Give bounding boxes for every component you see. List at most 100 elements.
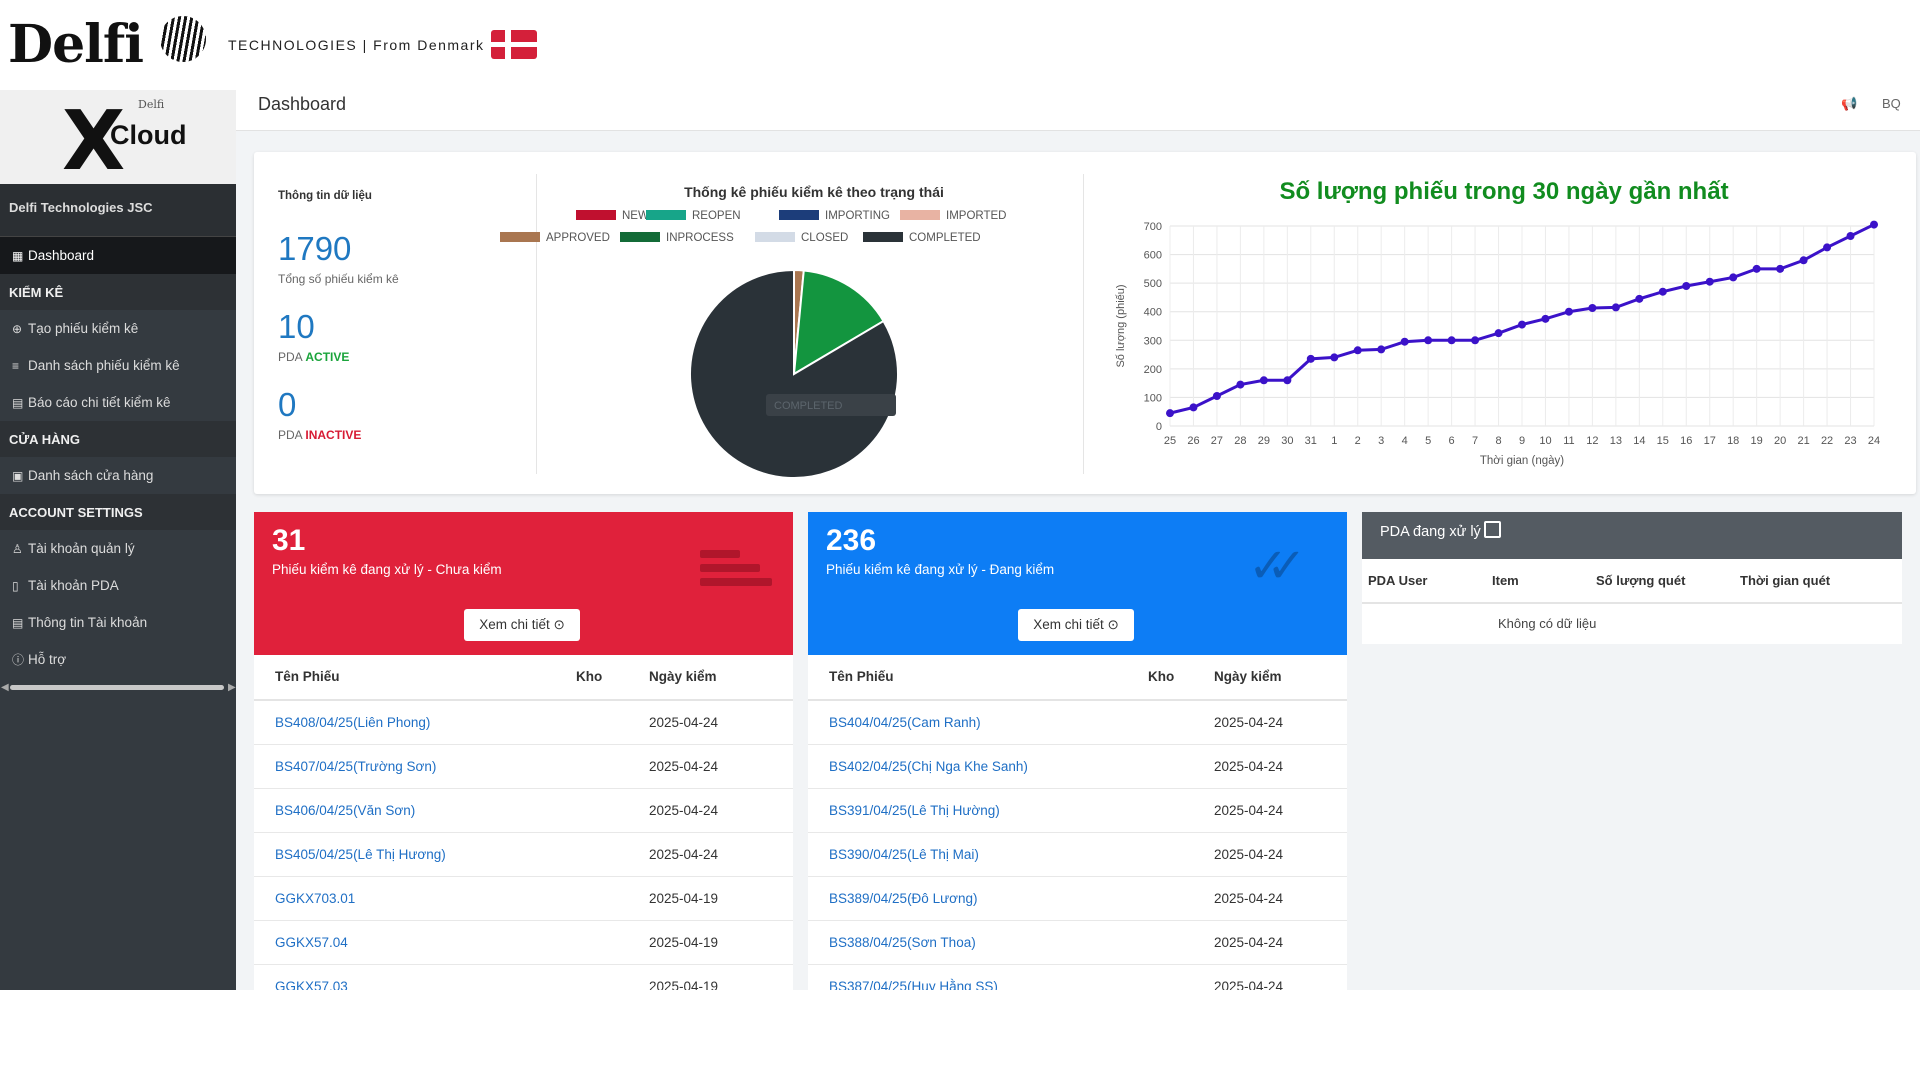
- table-row[interactable]: BS404/04/25(Cam Ranh) 2025-04-24: [808, 701, 1347, 745]
- table-row[interactable]: BS408/04/25(Liên Phong) 2025-04-24: [254, 701, 793, 745]
- ticket-link[interactable]: BS408/04/25(Liên Phong): [275, 715, 431, 730]
- ticket-link[interactable]: BS402/04/25(Chị Nga Khe Sanh): [829, 759, 1028, 774]
- data-point[interactable]: [1212, 392, 1221, 400]
- sidebar-section-header: CỬA HÀNG: [0, 421, 236, 457]
- data-point[interactable]: [1189, 403, 1198, 412]
- table-row[interactable]: BS391/04/25(Lê Thị Hường) 2025-04-24: [808, 789, 1347, 833]
- data-point[interactable]: [1799, 256, 1808, 265]
- data-point[interactable]: [1541, 314, 1550, 323]
- data-point[interactable]: [1400, 337, 1409, 346]
- legend-item[interactable]: APPROVED: [500, 232, 610, 244]
- data-point[interactable]: [1447, 336, 1456, 345]
- table-row[interactable]: BS405/04/25(Lê Thị Hương) 2025-04-24: [254, 833, 793, 877]
- legend-item[interactable]: COMPLETED: [863, 232, 981, 244]
- data-point[interactable]: [1377, 345, 1386, 354]
- data-point[interactable]: [1306, 354, 1315, 363]
- ticket-link[interactable]: BS391/04/25(Lê Thị Hường): [829, 803, 1000, 818]
- col-kho-header[interactable]: Kho: [1148, 669, 1175, 684]
- col-scan-time[interactable]: Thời gian quét: [1740, 573, 1831, 588]
- data-point[interactable]: [1776, 264, 1785, 273]
- data-point[interactable]: [1518, 320, 1526, 329]
- data-point[interactable]: [1166, 409, 1174, 418]
- user-menu[interactable]: BQ: [1882, 96, 1901, 111]
- sidebar-item[interactable]: ▤ Thông tin Tài khoản: [0, 604, 236, 641]
- col-date-header[interactable]: Ngày kiểm: [1214, 669, 1282, 684]
- data-point[interactable]: [1236, 380, 1245, 389]
- sidebar-item[interactable]: ⊕ Tạo phiếu kiểm kê: [0, 310, 236, 347]
- legend-item[interactable]: NEW: [576, 210, 649, 222]
- table-row[interactable]: GGKX703.01 2025-04-19: [254, 877, 793, 921]
- data-point[interactable]: [1846, 232, 1855, 240]
- legend-swatch: [863, 232, 903, 242]
- legend-item[interactable]: IMPORTED: [900, 210, 1007, 222]
- table-row[interactable]: BS390/04/25(Lê Thị Mai) 2025-04-24: [808, 833, 1347, 877]
- sidebar-item[interactable]: ▯ Tài khoản PDA: [0, 567, 236, 604]
- legend-item[interactable]: REOPEN: [646, 210, 741, 222]
- x-axis-label: Thời gian (ngày): [1480, 455, 1564, 467]
- xcloud-logo[interactable]: Delfi X Cloud: [0, 90, 236, 189]
- sidebar-item[interactable]: ▦ Dashboard: [0, 237, 236, 274]
- data-point[interactable]: [1471, 336, 1480, 345]
- col-scan-qty[interactable]: Số lượng quét: [1596, 573, 1686, 588]
- ticket-link[interactable]: BS404/04/25(Cam Ranh): [829, 715, 981, 730]
- col-kho-header[interactable]: Kho: [576, 669, 603, 684]
- kpi-pending-detail-button[interactable]: Xem chi tiết ⊙: [464, 609, 580, 641]
- data-point[interactable]: [1353, 346, 1362, 355]
- scroll-right-icon[interactable]: ▶: [228, 682, 236, 693]
- ticket-link[interactable]: BS406/04/25(Văn Sơn): [275, 803, 416, 818]
- copy-icon[interactable]: [1483, 521, 1501, 538]
- table-row[interactable]: BS388/04/25(Sơn Thoa) 2025-04-24: [808, 921, 1347, 965]
- sidebar-item[interactable]: ▤ Báo cáo chi tiết kiểm kê: [0, 384, 236, 421]
- x-tick-label: 5: [1425, 435, 1431, 447]
- ticket-link[interactable]: GGKX57.04: [275, 935, 348, 950]
- ticket-link[interactable]: BS390/04/25(Lê Thị Mai): [829, 847, 979, 862]
- sidebar-scrollbar[interactable]: [10, 685, 224, 690]
- sidebar-item[interactable]: ▣ Danh sách cửa hàng: [0, 457, 236, 494]
- sidebar-item[interactable]: ≡ Danh sách phiếu kiểm kê: [0, 347, 236, 384]
- ticket-link[interactable]: GGKX703.01: [275, 891, 356, 906]
- x-tick-label: 1: [1331, 435, 1337, 447]
- col-item[interactable]: Item: [1492, 573, 1519, 588]
- sidebar-item[interactable]: ♙ Tài khoản quản lý: [0, 530, 236, 567]
- ticket-link[interactable]: BS407/04/25(Trường Sơn): [275, 759, 437, 774]
- col-date-header[interactable]: Ngày kiểm: [649, 669, 717, 684]
- table-row[interactable]: BS402/04/25(Chị Nga Khe Sanh) 2025-04-24: [808, 745, 1347, 789]
- col-name-header[interactable]: Tên Phiếu: [829, 669, 894, 684]
- table-row[interactable]: BS389/04/25(Đô Lương) 2025-04-24: [808, 877, 1347, 921]
- col-name-header[interactable]: Tên Phiếu: [275, 669, 340, 684]
- legend-item[interactable]: IMPORTING: [779, 210, 890, 222]
- pie-slice[interactable]: [792, 269, 885, 376]
- col-pda-user[interactable]: PDA User: [1368, 573, 1428, 588]
- legend-item[interactable]: CLOSED: [755, 232, 848, 244]
- kpi-inprogress-detail-button[interactable]: Xem chi tiết ⊙: [1018, 609, 1134, 641]
- data-point[interactable]: [1823, 243, 1832, 252]
- data-point[interactable]: [1494, 329, 1503, 338]
- scroll-left-icon[interactable]: ◀: [1, 682, 9, 693]
- ticket-link[interactable]: BS405/04/25(Lê Thị Hương): [275, 847, 446, 862]
- data-point[interactable]: [1424, 336, 1433, 345]
- data-point[interactable]: [1682, 282, 1691, 290]
- megaphone-icon[interactable]: 📢: [1841, 96, 1858, 111]
- data-point[interactable]: [1705, 277, 1714, 286]
- data-point[interactable]: [1330, 353, 1339, 362]
- table-row[interactable]: BS407/04/25(Trường Sơn) 2025-04-24: [254, 745, 793, 789]
- ticket-link[interactable]: BS388/04/25(Sơn Thoa): [829, 935, 976, 950]
- table-row[interactable]: BS406/04/25(Văn Sơn) 2025-04-24: [254, 789, 793, 833]
- data-point[interactable]: [1729, 273, 1738, 282]
- data-point[interactable]: [1752, 264, 1761, 273]
- pie-chart[interactable]: COMPLETED: [674, 254, 914, 494]
- ticket-link[interactable]: BS389/04/25(Đô Lương): [829, 891, 978, 906]
- data-point[interactable]: [1870, 220, 1878, 229]
- data-point[interactable]: [1658, 287, 1667, 296]
- data-point[interactable]: [1635, 294, 1644, 303]
- data-point[interactable]: [1564, 307, 1573, 316]
- data-point[interactable]: [1283, 376, 1292, 385]
- table-row[interactable]: GGKX57.04 2025-04-19: [254, 921, 793, 965]
- legend-item[interactable]: INPROCESS: [620, 232, 734, 244]
- data-point[interactable]: [1259, 376, 1268, 385]
- data-point[interactable]: [1588, 304, 1597, 312]
- sidebar-item[interactable]: ⓘ Hỗ trợ: [0, 641, 236, 678]
- x-tick-label: 11: [1563, 435, 1574, 447]
- data-point[interactable]: [1611, 303, 1620, 312]
